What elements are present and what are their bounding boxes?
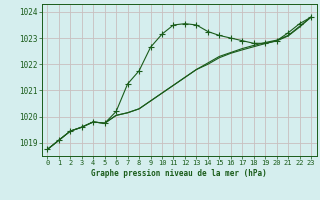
X-axis label: Graphe pression niveau de la mer (hPa): Graphe pression niveau de la mer (hPa) — [91, 169, 267, 178]
